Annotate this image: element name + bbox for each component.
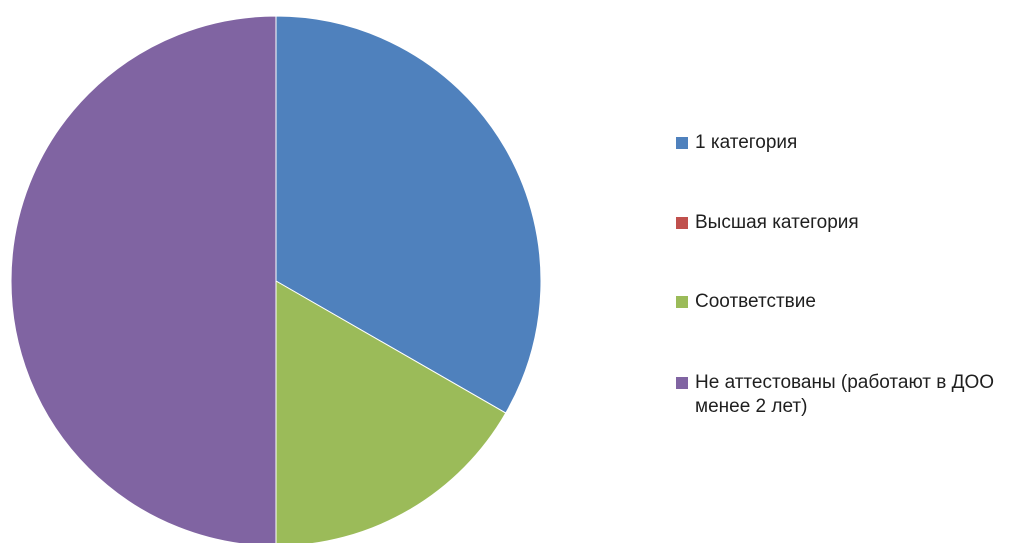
legend-label-1-category: 1 категория	[695, 132, 798, 153]
pie-slice-compliance	[275, 280, 507, 543]
legend-swatch-1-category	[676, 137, 688, 149]
legend-item-highest-category: Высшая категория	[676, 211, 1016, 235]
pie-slices	[10, 15, 542, 543]
legend-item-1-category: 1 категория	[676, 131, 1016, 155]
legend-label-compliance: Соответствие	[695, 291, 816, 312]
legend-item-not-certified: Не аттестованы (работают в ДОО менее 2 л…	[676, 371, 1016, 419]
pie-slice-1-category	[275, 15, 542, 414]
legend-swatch-not-certified	[676, 377, 688, 389]
legend-label-not-certified: Не аттестованы (работают в ДОО менее 2 л…	[695, 372, 995, 417]
pie-slice-not-certified	[10, 15, 277, 543]
legend-label-highest-category: Высшая категория	[695, 212, 859, 233]
legend-item-compliance: Соответствие	[676, 290, 1016, 314]
legend-swatch-highest-category	[676, 217, 688, 229]
legend-swatch-compliance	[676, 296, 688, 308]
